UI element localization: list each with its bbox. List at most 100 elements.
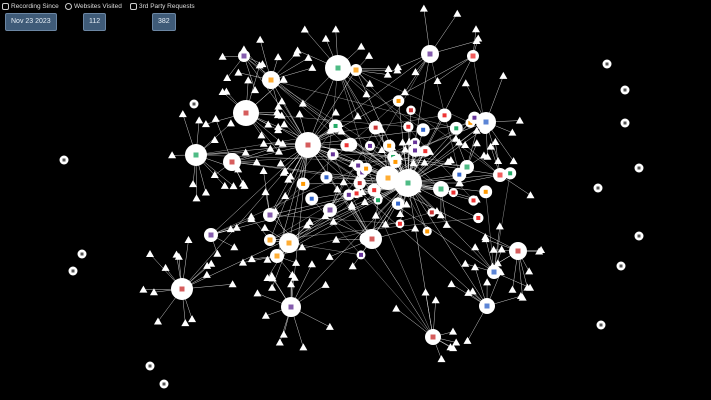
third-party-node[interactable]: [161, 263, 170, 271]
third-party-node[interactable]: [516, 292, 525, 300]
third-party-node[interactable]: [451, 134, 460, 142]
third-party-node[interactable]: [261, 311, 270, 319]
third-party-node[interactable]: [333, 185, 342, 193]
third-party-node[interactable]: [489, 245, 498, 253]
third-party-node[interactable]: [276, 159, 285, 167]
third-party-node[interactable]: [278, 139, 287, 147]
third-party-node[interactable]: [331, 108, 340, 116]
third-party-node[interactable]: [241, 148, 250, 156]
third-party-node[interactable]: [247, 255, 256, 263]
third-party-node[interactable]: [468, 287, 477, 295]
third-party-node[interactable]: [420, 158, 429, 166]
third-party-node[interactable]: [279, 330, 288, 338]
third-party-node[interactable]: [461, 259, 470, 267]
third-party-node[interactable]: [292, 49, 301, 57]
third-party-node[interactable]: [226, 119, 235, 127]
third-party-node[interactable]: [321, 34, 330, 42]
third-party-node[interactable]: [508, 128, 517, 136]
third-party-node[interactable]: [474, 34, 483, 42]
third-party-node[interactable]: [471, 25, 480, 33]
third-party-node[interactable]: [449, 327, 458, 335]
third-party-node[interactable]: [220, 181, 229, 189]
third-party-node[interactable]: [464, 288, 473, 296]
third-party-node[interactable]: [526, 191, 535, 199]
third-party-node[interactable]: [347, 200, 356, 208]
third-party-node[interactable]: [139, 285, 148, 293]
third-party-node[interactable]: [486, 142, 495, 150]
third-party-node[interactable]: [304, 53, 313, 61]
third-party-node[interactable]: [258, 60, 267, 68]
third-party-node[interactable]: [455, 138, 464, 146]
third-party-node[interactable]: [223, 73, 232, 81]
third-party-node[interactable]: [251, 86, 260, 94]
third-party-node[interactable]: [303, 221, 312, 229]
third-party-node[interactable]: [178, 110, 187, 118]
third-party-node[interactable]: [238, 258, 247, 266]
third-party-node[interactable]: [308, 63, 317, 71]
third-party-node[interactable]: [232, 223, 241, 231]
third-party-node[interactable]: [189, 180, 198, 188]
third-party-node[interactable]: [280, 120, 289, 128]
third-party-node[interactable]: [211, 114, 220, 122]
third-party-node[interactable]: [298, 99, 307, 107]
third-party-node[interactable]: [281, 192, 290, 200]
third-party-node[interactable]: [360, 198, 369, 206]
third-party-node[interactable]: [325, 252, 334, 260]
third-party-node[interactable]: [431, 296, 440, 304]
third-party-node[interactable]: [172, 250, 181, 258]
third-party-node[interactable]: [252, 158, 261, 166]
third-party-node[interactable]: [331, 25, 340, 33]
third-party-node[interactable]: [447, 280, 456, 288]
third-party-node[interactable]: [421, 288, 430, 296]
third-party-node[interactable]: [419, 4, 428, 12]
third-party-node[interactable]: [153, 317, 162, 325]
third-party-node[interactable]: [321, 212, 330, 220]
third-party-node[interactable]: [295, 110, 304, 118]
third-party-node[interactable]: [259, 139, 268, 147]
third-party-node[interactable]: [286, 172, 295, 180]
third-party-node[interactable]: [229, 182, 238, 190]
third-party-node[interactable]: [497, 245, 506, 253]
third-party-node[interactable]: [535, 247, 544, 255]
third-party-node[interactable]: [479, 151, 488, 159]
third-party-node[interactable]: [203, 261, 212, 269]
third-party-node[interactable]: [300, 25, 309, 33]
third-party-node[interactable]: [332, 235, 341, 243]
third-party-node[interactable]: [239, 179, 248, 187]
third-party-node[interactable]: [337, 127, 346, 135]
third-party-node[interactable]: [393, 63, 402, 71]
third-party-node[interactable]: [274, 138, 283, 146]
third-party-node[interactable]: [381, 220, 390, 228]
third-party-node[interactable]: [481, 233, 490, 241]
third-party-node[interactable]: [365, 51, 374, 59]
third-party-node[interactable]: [365, 79, 374, 87]
third-party-node[interactable]: [321, 280, 330, 288]
third-party-node[interactable]: [491, 138, 500, 146]
third-party-node[interactable]: [348, 262, 357, 270]
third-party-node[interactable]: [493, 259, 502, 267]
third-party-node[interactable]: [446, 343, 455, 351]
third-party-node[interactable]: [273, 111, 282, 119]
third-party-node[interactable]: [234, 68, 243, 76]
third-party-node[interactable]: [279, 75, 288, 83]
third-party-node[interactable]: [471, 243, 480, 251]
third-party-node[interactable]: [181, 319, 190, 327]
third-party-node[interactable]: [279, 168, 288, 176]
third-party-node[interactable]: [259, 167, 268, 175]
third-party-node[interactable]: [287, 280, 296, 288]
third-party-node[interactable]: [260, 223, 269, 231]
third-party-node[interactable]: [230, 243, 239, 251]
third-party-node[interactable]: [411, 68, 420, 76]
third-party-node[interactable]: [515, 116, 524, 124]
third-party-node[interactable]: [396, 209, 405, 217]
third-party-node[interactable]: [455, 179, 464, 187]
third-party-node[interactable]: [398, 138, 407, 146]
third-party-node[interactable]: [495, 222, 504, 230]
third-party-node[interactable]: [437, 355, 446, 363]
third-party-node[interactable]: [268, 283, 277, 291]
third-party-node[interactable]: [299, 343, 308, 351]
third-party-node[interactable]: [275, 338, 284, 346]
third-party-node[interactable]: [444, 157, 453, 165]
third-party-node[interactable]: [184, 235, 193, 243]
third-party-node[interactable]: [362, 90, 371, 98]
